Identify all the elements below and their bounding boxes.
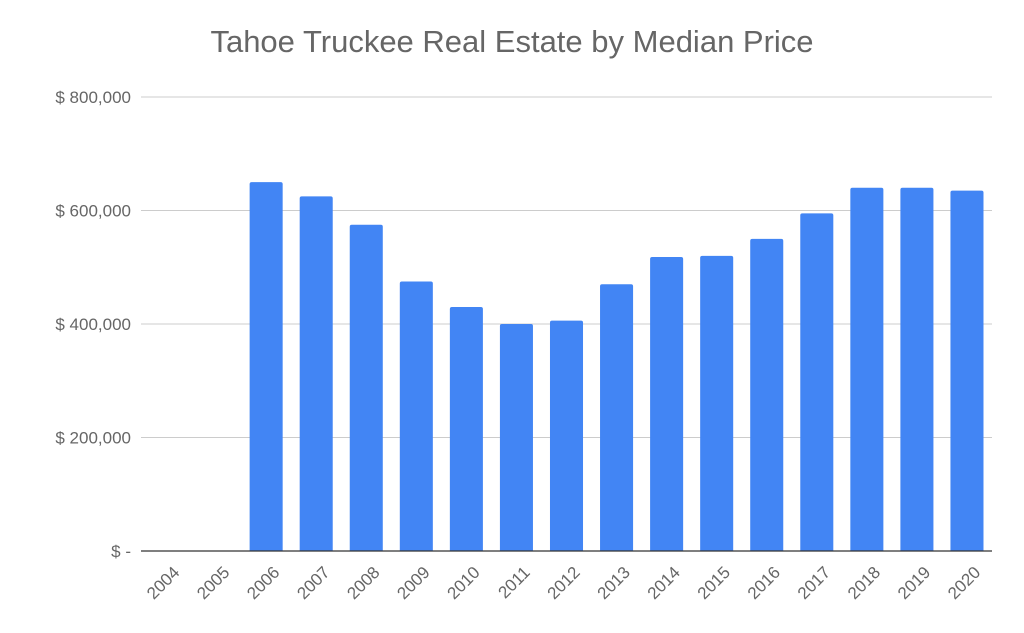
x-tick-label: 2008 [343, 563, 383, 603]
y-tick-label: $ 400,000 [55, 315, 131, 334]
x-tick-label: 2020 [944, 563, 984, 603]
x-tick-label: 2006 [243, 563, 283, 603]
y-tick-label: $ - [111, 542, 131, 561]
bar-2019 [900, 187, 934, 552]
bar-2010 [449, 306, 483, 551]
bar-2012 [549, 320, 584, 551]
chart-title: Tahoe Truckee Real Estate by Median Pric… [210, 24, 814, 59]
y-tick-label: $ 600,000 [55, 202, 131, 221]
x-tick-label: 2005 [193, 563, 233, 603]
x-tick-label: 2018 [844, 563, 884, 603]
bar-2013 [600, 284, 634, 551]
x-tick-label: 2009 [393, 563, 433, 603]
bar-2014 [650, 257, 684, 551]
x-tick-label: 2012 [544, 563, 584, 603]
x-tick-label: 2014 [644, 563, 684, 603]
bar-2009 [399, 281, 433, 551]
bar-2008 [349, 224, 383, 551]
x-tick-label: 2019 [894, 563, 934, 603]
x-tick-label: 2007 [293, 563, 333, 603]
y-axis-ticks: $ - $ 200,000 $ 400,000 $ 600,000 $ 800,000 [55, 88, 131, 561]
bar-2018 [850, 187, 884, 552]
bar-2011 [499, 324, 533, 551]
x-tick-label: 2017 [794, 563, 834, 603]
bars [249, 182, 984, 552]
bar-2007 [299, 196, 333, 551]
x-tick-label: 2011 [494, 563, 533, 602]
bar-2017 [800, 213, 834, 551]
bar-2006 [249, 182, 283, 551]
y-tick-label: $ 800,000 [55, 88, 131, 107]
y-tick-label: $ 200,000 [55, 429, 131, 448]
x-tick-label: 2016 [744, 563, 784, 603]
bar-2016 [750, 238, 784, 551]
x-tick-label: 2010 [444, 563, 484, 603]
x-tick-label: 2015 [694, 563, 734, 603]
x-tick-label: 2004 [143, 563, 183, 603]
bar-2020 [950, 190, 984, 551]
x-axis-ticks: 2004 2005 2006 2007 2008 2009 2010 2011 2012 2013… [143, 563, 984, 603]
x-tick-label: 2013 [594, 563, 634, 603]
bar-2015 [700, 255, 734, 551]
